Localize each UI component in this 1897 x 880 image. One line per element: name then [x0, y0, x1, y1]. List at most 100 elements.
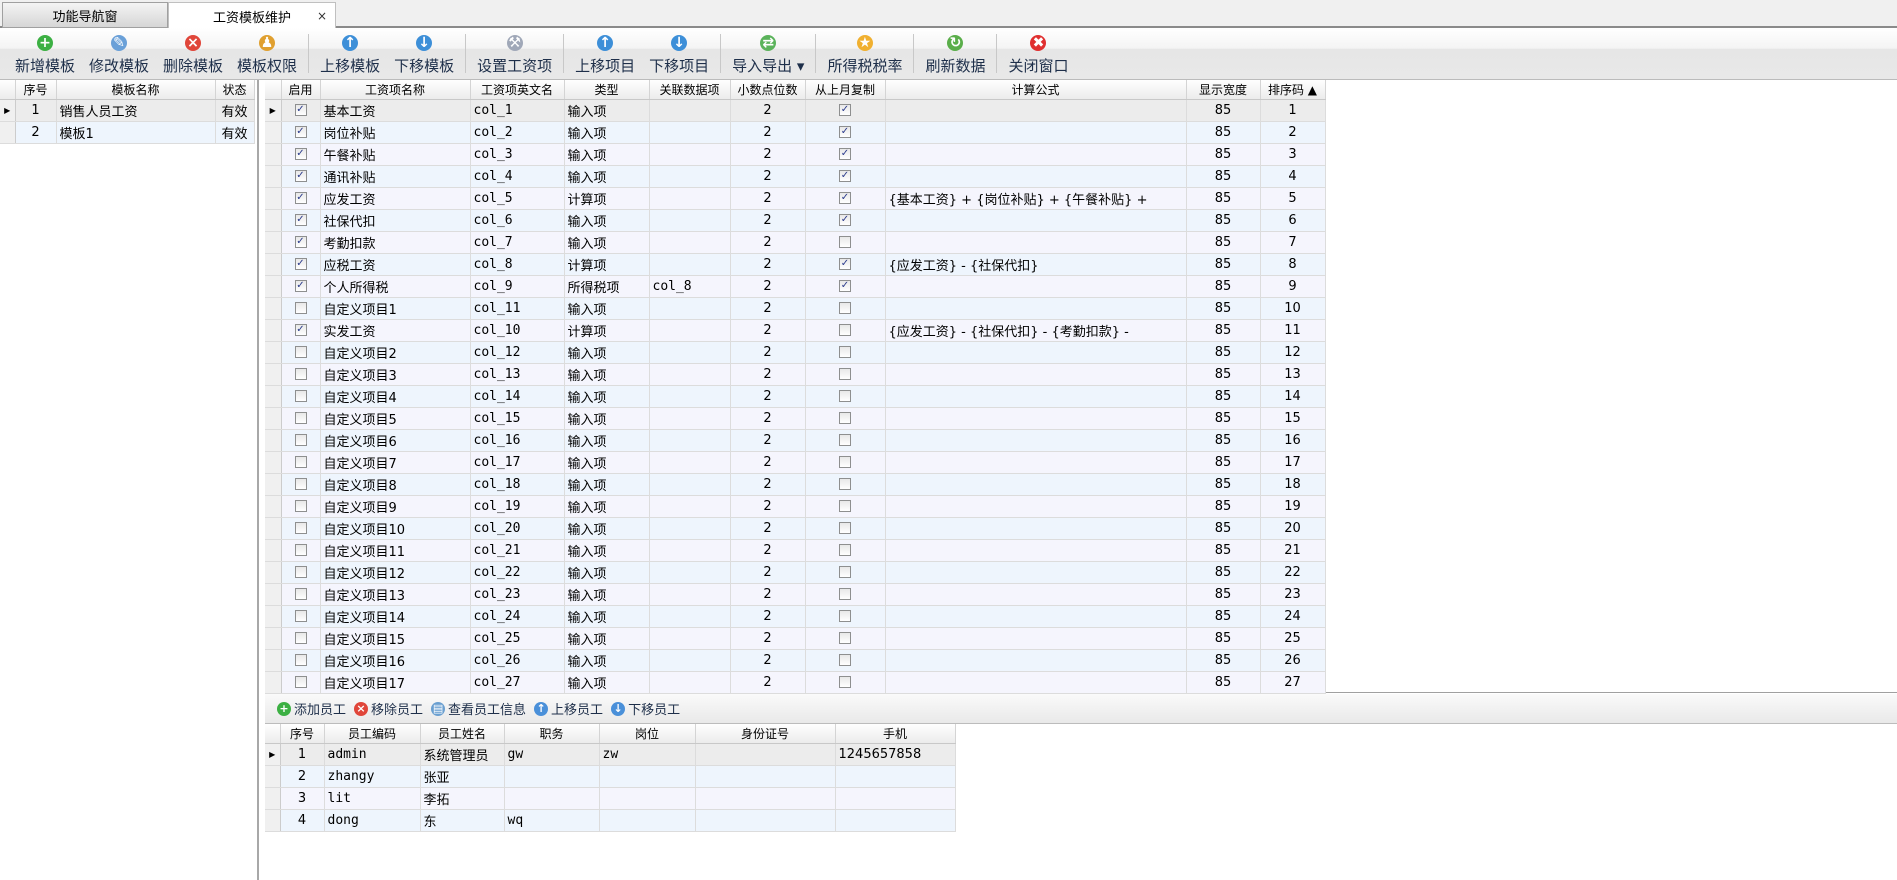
toolbar-button-17[interactable]: ↻ 刷新数据 [918, 28, 992, 79]
row-selector[interactable] [265, 209, 282, 232]
copy-last-month-checkbox[interactable] [839, 346, 851, 358]
copy-last-month-checkbox[interactable] [839, 676, 851, 688]
salary-item-row[interactable]: 自定义项目6 col_16 输入项 2 85 16 [265, 429, 1326, 452]
enabled-checkbox[interactable]: ✓ [294, 280, 307, 292]
copy-last-month-checkbox[interactable] [839, 632, 851, 644]
employee-row[interactable]: ▶ 1 admin 系统管理员 gw zw 1245657858 [265, 743, 956, 766]
column-header[interactable]: 序号 [280, 724, 325, 744]
salary-item-row[interactable]: 自定义项目10 col_20 输入项 2 85 20 [265, 517, 1326, 540]
toolbar-button-13[interactable]: ⇄ 导入导出 ▾ [725, 28, 811, 79]
enabled-checkbox[interactable]: ✓ [294, 104, 307, 116]
row-selector[interactable] [265, 649, 282, 672]
column-header[interactable]: 序号 [15, 80, 57, 100]
row-selector[interactable] [265, 809, 281, 832]
salary-item-row[interactable]: 自定义项目15 col_25 输入项 2 85 25 [265, 627, 1326, 650]
row-selector[interactable] [265, 517, 282, 540]
employee-toolbar-button-2[interactable]: ▤ 查看员工信息 [431, 699, 526, 718]
copy-last-month-checkbox[interactable] [839, 478, 851, 490]
column-header[interactable]: 计算公式 [885, 80, 1187, 100]
copy-last-month-checkbox[interactable]: ✓ [839, 104, 851, 116]
row-selector[interactable] [265, 583, 282, 606]
employee-toolbar-button-1[interactable]: × 移除员工 [354, 699, 423, 718]
row-selector[interactable] [265, 671, 282, 694]
salary-item-row[interactable]: ✓ 个人所得税 col_9 所得税项 col_8 2 ✓ 85 9 [265, 275, 1326, 298]
copy-last-month-checkbox[interactable]: ✓ [839, 192, 851, 204]
enabled-checkbox[interactable] [294, 456, 307, 468]
salary-item-row[interactable]: 自定义项目16 col_26 输入项 2 85 26 [265, 649, 1326, 672]
copy-last-month-checkbox[interactable]: ✓ [839, 280, 851, 292]
toolbar-button-19[interactable]: ✖ 关闭窗口 [1001, 28, 1075, 79]
enabled-checkbox[interactable]: ✓ [294, 170, 307, 182]
enabled-checkbox[interactable] [294, 610, 307, 622]
employee-toolbar-button-4[interactable]: ↓ 下移员工 [611, 699, 680, 718]
toolbar-button-8[interactable]: ⚒ 设置工资项 [470, 28, 559, 79]
copy-last-month-checkbox[interactable] [839, 324, 851, 336]
copy-last-month-checkbox[interactable] [839, 522, 851, 534]
row-selector[interactable] [265, 787, 281, 810]
enabled-checkbox[interactable]: ✓ [294, 214, 307, 226]
copy-last-month-checkbox[interactable] [839, 236, 851, 248]
enabled-checkbox[interactable] [294, 566, 307, 578]
salary-item-row[interactable]: ✓ 考勤扣款 col_7 输入项 2 85 7 [265, 231, 1326, 254]
template-row[interactable]: ▶ 1 销售人员工资 有效 [0, 99, 255, 122]
enabled-checkbox[interactable]: ✓ [294, 236, 307, 248]
copy-last-month-checkbox[interactable] [839, 544, 851, 556]
enabled-checkbox[interactable] [294, 346, 307, 358]
enabled-checkbox[interactable] [294, 368, 307, 380]
enabled-checkbox[interactable]: ✓ [294, 192, 307, 204]
copy-last-month-checkbox[interactable]: ✓ [839, 214, 851, 226]
salary-item-row[interactable]: 自定义项目5 col_15 输入项 2 85 15 [265, 407, 1326, 430]
row-selector[interactable] [265, 297, 282, 320]
copy-last-month-checkbox[interactable]: ✓ [839, 170, 851, 182]
enabled-checkbox[interactable] [294, 588, 307, 600]
enabled-checkbox[interactable] [294, 676, 307, 688]
salary-item-row[interactable]: ✓ 应发工资 col_5 计算项 2 ✓ {基本工资} + {岗位补贴} + {午餐补贴} … [265, 187, 1326, 210]
salary-item-row[interactable]: ✓ 通讯补贴 col_4 输入项 2 ✓ 85 4 [265, 165, 1326, 188]
toolbar-button-10[interactable]: ↑ 上移项目 [568, 28, 642, 79]
row-selector[interactable] [265, 253, 282, 276]
column-header[interactable]: 员工姓名 [420, 724, 505, 744]
row-selector[interactable] [265, 187, 282, 210]
column-header[interactable]: 岗位 [599, 724, 696, 744]
row-selector[interactable] [265, 165, 282, 188]
salary-item-row[interactable]: 自定义项目13 col_23 输入项 2 85 23 [265, 583, 1326, 606]
salary-item-row[interactable]: 自定义项目9 col_19 输入项 2 85 19 [265, 495, 1326, 518]
template-row[interactable]: 2 模板1 有效 [0, 121, 255, 144]
copy-last-month-checkbox[interactable] [839, 588, 851, 600]
row-selector[interactable] [265, 231, 282, 254]
copy-last-month-checkbox[interactable]: ✓ [839, 126, 851, 138]
salary-item-row[interactable]: 自定义项目8 col_18 输入项 2 85 18 [265, 473, 1326, 496]
enabled-checkbox[interactable] [294, 632, 307, 644]
enabled-checkbox[interactable] [294, 500, 307, 512]
row-selector[interactable] [265, 539, 282, 562]
tab-salary-template[interactable]: 工资模板维护 × [168, 2, 336, 29]
salary-item-row[interactable]: 自定义项目3 col_13 输入项 2 85 13 [265, 363, 1326, 386]
salary-item-row[interactable]: 自定义项目2 col_12 输入项 2 85 12 [265, 341, 1326, 364]
copy-last-month-checkbox[interactable] [839, 302, 851, 314]
column-header[interactable]: 职务 [504, 724, 600, 744]
salary-item-row[interactable]: 自定义项目17 col_27 输入项 2 85 27 [265, 671, 1326, 694]
column-header[interactable]: 关联数据项 [649, 80, 731, 100]
row-selector[interactable] [265, 319, 282, 342]
column-header[interactable]: 模板名称 [56, 80, 216, 100]
enabled-checkbox[interactable] [294, 654, 307, 666]
column-header[interactable]: 排序码 ▲ [1260, 80, 1326, 100]
enabled-checkbox[interactable]: ✓ [294, 126, 307, 138]
enabled-checkbox[interactable]: ✓ [294, 324, 307, 336]
row-selector[interactable] [265, 561, 282, 584]
enabled-checkbox[interactable]: ✓ [294, 258, 307, 270]
enabled-checkbox[interactable] [294, 478, 307, 490]
copy-last-month-checkbox[interactable]: ✓ [839, 258, 851, 270]
row-selector[interactable] [265, 385, 282, 408]
close-tab-icon[interactable]: × [316, 9, 327, 23]
toolbar-button-3[interactable]: ♟ 模板权限 [230, 28, 304, 79]
column-header[interactable]: 从上月复制 [805, 80, 886, 100]
enabled-checkbox[interactable] [294, 302, 307, 314]
salary-item-row[interactable]: ✓ 岗位补贴 col_2 输入项 2 ✓ 85 2 [265, 121, 1326, 144]
employee-toolbar-button-3[interactable]: ↑ 上移员工 [534, 699, 603, 718]
row-selector[interactable] [265, 451, 282, 474]
enabled-checkbox[interactable] [294, 522, 307, 534]
row-selector[interactable] [265, 407, 282, 430]
column-header[interactable]: 员工编码 [324, 724, 421, 744]
toolbar-button-0[interactable]: + 新增模板 [8, 28, 82, 79]
